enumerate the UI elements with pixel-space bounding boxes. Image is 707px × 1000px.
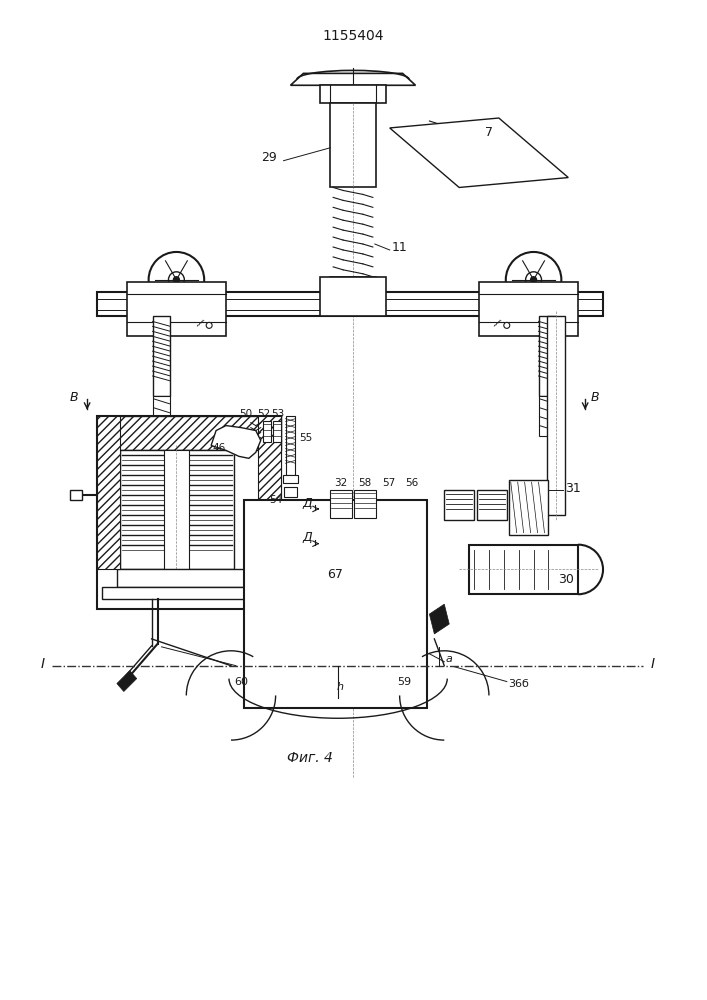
Text: 57: 57 <box>382 478 395 488</box>
Text: 56: 56 <box>405 478 418 488</box>
Circle shape <box>530 277 537 283</box>
Text: I: I <box>650 657 655 671</box>
Bar <box>153 316 170 396</box>
Bar <box>539 396 556 436</box>
Polygon shape <box>291 73 416 85</box>
Bar <box>97 416 281 609</box>
Text: 53: 53 <box>271 409 284 419</box>
Bar <box>509 480 549 535</box>
Bar <box>258 416 281 569</box>
Bar <box>286 416 296 475</box>
Text: 1155404: 1155404 <box>322 29 384 43</box>
Bar <box>97 292 603 316</box>
Bar <box>127 282 226 336</box>
Text: I: I <box>40 657 45 671</box>
Text: h: h <box>337 682 344 692</box>
Circle shape <box>506 252 561 308</box>
Bar <box>539 316 556 396</box>
Circle shape <box>173 277 180 283</box>
Bar <box>284 487 298 497</box>
Text: 30: 30 <box>559 573 574 586</box>
Text: 54: 54 <box>269 495 282 505</box>
Circle shape <box>148 252 204 308</box>
Bar <box>70 490 82 500</box>
Text: Д: Д <box>303 531 312 544</box>
Text: /: / <box>493 318 501 329</box>
Text: 46: 46 <box>212 443 226 453</box>
Polygon shape <box>211 426 261 458</box>
Bar <box>320 85 386 103</box>
Text: 59: 59 <box>397 677 411 687</box>
Polygon shape <box>390 118 568 187</box>
Bar <box>283 475 298 483</box>
Bar <box>330 277 376 307</box>
Circle shape <box>504 322 510 328</box>
Bar <box>479 282 578 336</box>
Bar <box>244 500 428 708</box>
Bar <box>153 396 170 436</box>
Bar <box>469 545 578 594</box>
Bar <box>477 490 507 520</box>
Text: В: В <box>70 391 78 404</box>
Text: 60: 60 <box>234 677 248 687</box>
Text: 67: 67 <box>327 568 343 581</box>
Text: 31: 31 <box>566 482 581 495</box>
Text: 36б: 36б <box>508 679 529 689</box>
Bar <box>117 569 261 587</box>
Text: 29: 29 <box>261 151 276 164</box>
Bar <box>330 490 352 518</box>
Text: a: a <box>446 654 452 664</box>
Bar <box>165 450 189 569</box>
Bar <box>97 416 281 450</box>
Text: 50: 50 <box>239 409 252 419</box>
Bar <box>97 416 120 569</box>
Bar <box>273 421 281 442</box>
Bar <box>263 421 271 442</box>
Bar <box>102 587 276 599</box>
Bar <box>354 490 376 518</box>
Text: В: В <box>591 391 600 404</box>
Text: 11: 11 <box>392 241 407 254</box>
Text: 52: 52 <box>257 409 270 419</box>
Bar <box>330 103 376 187</box>
Circle shape <box>525 272 542 288</box>
Bar <box>547 316 566 515</box>
Text: /: / <box>195 318 204 329</box>
Circle shape <box>206 322 212 328</box>
Text: 32: 32 <box>334 478 348 488</box>
Bar <box>120 450 234 569</box>
Circle shape <box>168 272 185 288</box>
Text: 7: 7 <box>485 126 493 139</box>
Bar <box>320 277 386 316</box>
Text: 55: 55 <box>299 433 312 443</box>
Polygon shape <box>429 604 449 634</box>
Text: Д: Д <box>303 496 312 509</box>
Bar <box>444 490 474 520</box>
Text: Фиг. 4: Фиг. 4 <box>288 751 333 765</box>
Polygon shape <box>117 671 136 691</box>
Text: 58: 58 <box>358 478 372 488</box>
